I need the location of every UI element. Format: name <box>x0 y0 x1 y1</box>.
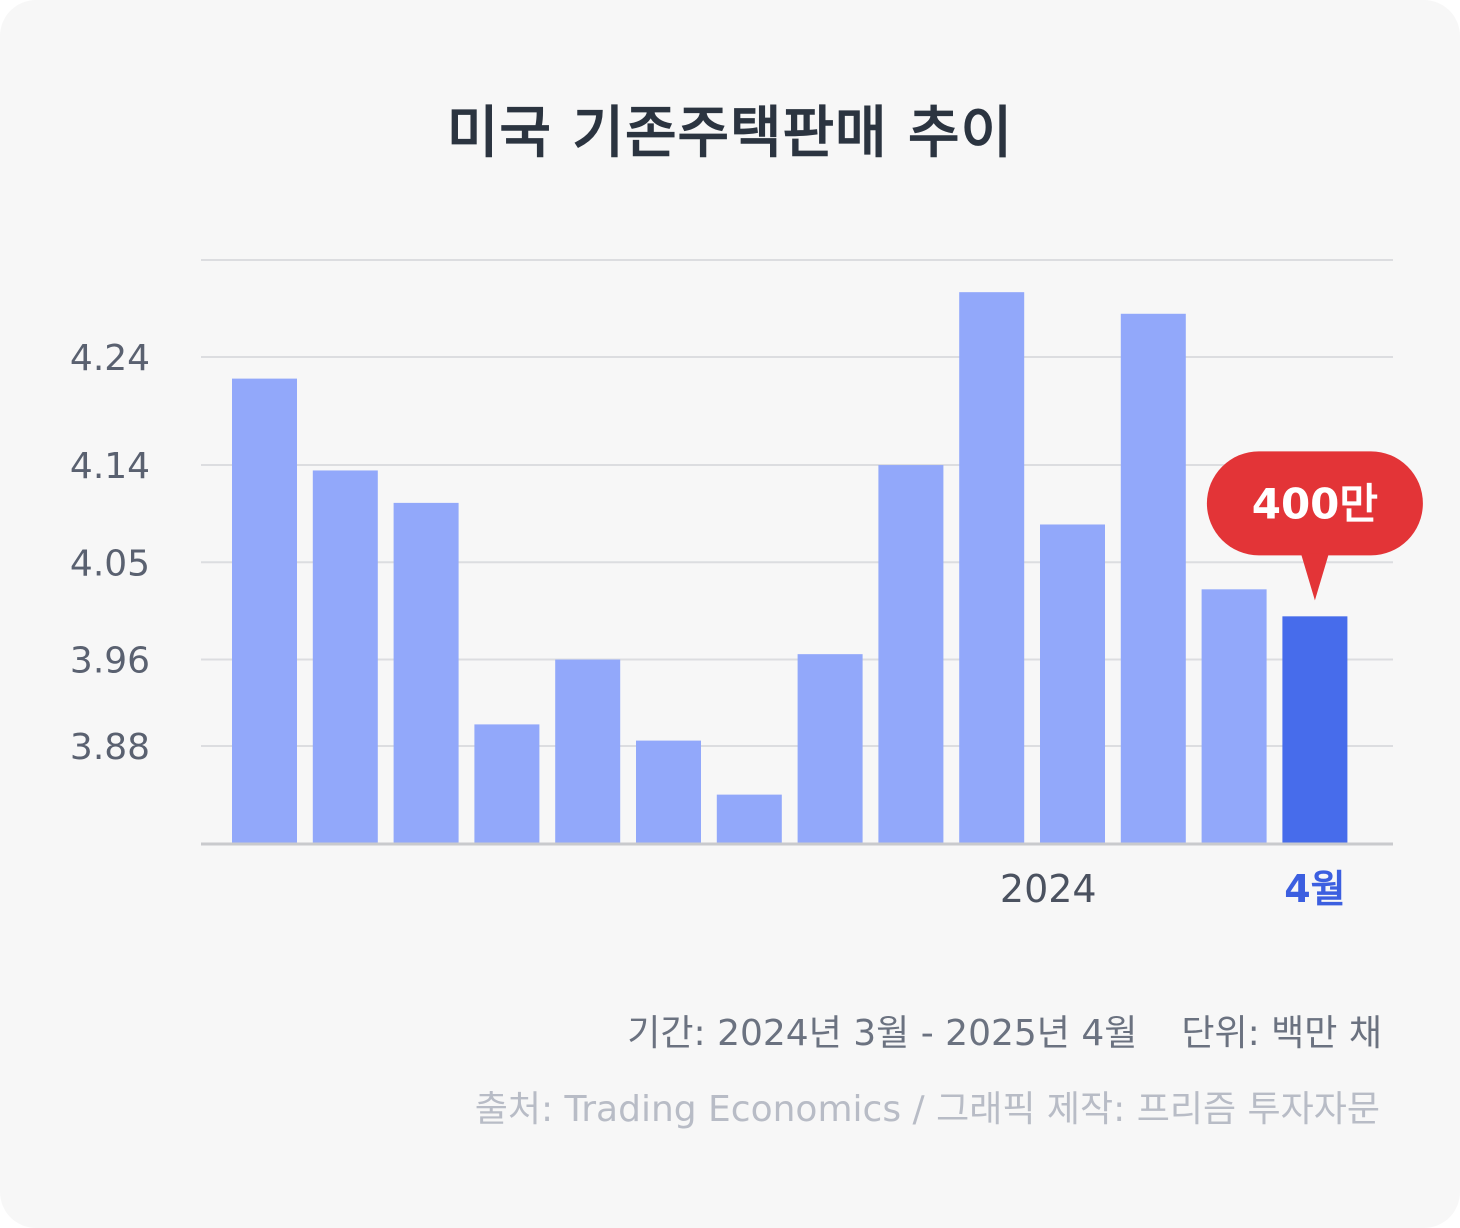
bar-highlight <box>1282 616 1348 844</box>
y-tick-label: 4.05 <box>70 543 150 584</box>
bar <box>636 740 701 844</box>
y-tick-label: 4.24 <box>70 338 150 379</box>
bar <box>1201 589 1267 844</box>
bar <box>474 724 540 844</box>
bar <box>878 465 944 844</box>
chart-title: 미국 기존주택판매 추이 <box>446 101 1014 166</box>
footer-period-unit: 기간: 2024년 3월 - 2025년 4월 단위: 백만 채 <box>627 1004 1382 1056</box>
y-tick-label: 3.88 <box>70 727 150 768</box>
bar <box>393 502 459 844</box>
bar <box>1040 524 1105 844</box>
x-label-highlight: 4월 <box>1284 867 1345 911</box>
callout-pointer <box>1300 553 1329 601</box>
bar <box>312 470 378 844</box>
bar <box>232 378 297 844</box>
period-text: 기간: 2024년 3월 - 2025년 4월 <box>627 1013 1138 1054</box>
bar <box>555 659 621 844</box>
callout-label: 400만 <box>1252 479 1378 528</box>
unit-text: 단위: 백만 채 <box>1181 1013 1382 1054</box>
bar <box>716 794 782 844</box>
source-text: 출처: Trading Economics / 그래픽 제작: 프리즘 투자자문 <box>474 1089 1380 1130</box>
x-label: 2024 <box>1000 867 1097 911</box>
callout-bubble <box>1206 451 1423 556</box>
bar <box>797 654 863 844</box>
bar <box>959 292 1025 845</box>
y-tick-label: 4.14 <box>70 446 150 487</box>
y-tick-label: 3.96 <box>70 641 150 682</box>
bar <box>1120 313 1186 844</box>
